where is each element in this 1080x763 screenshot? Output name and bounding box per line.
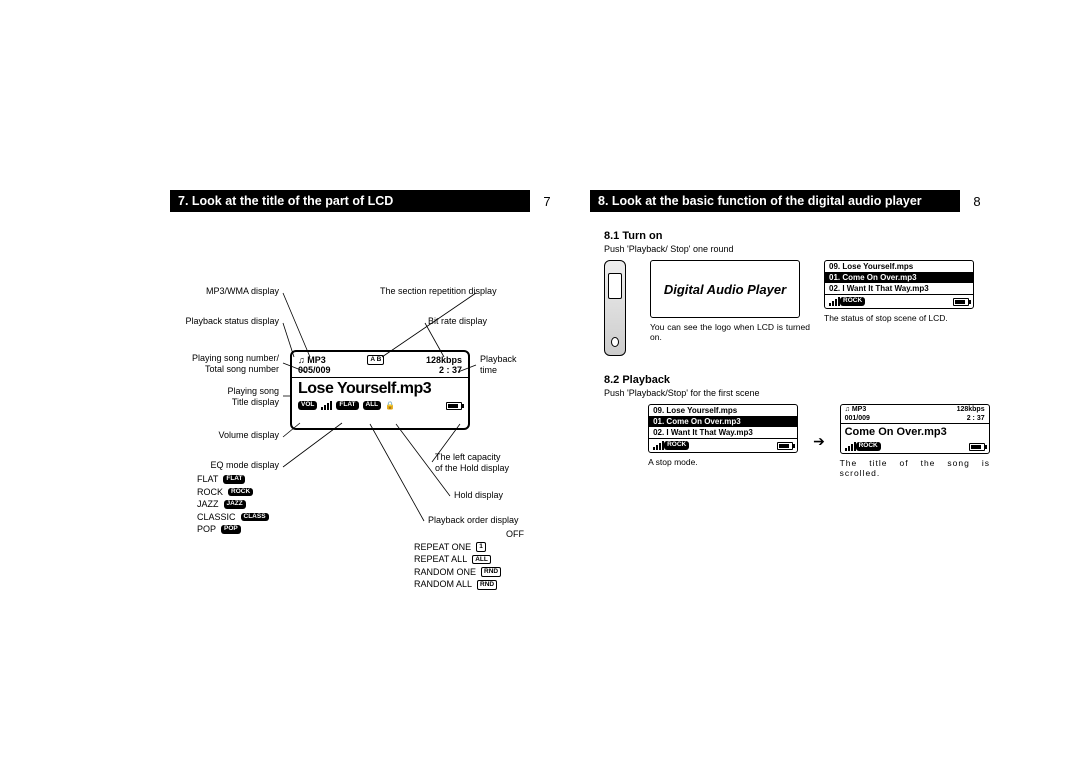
play-order-icon: ALL <box>363 401 382 410</box>
page-number-8: 8 <box>968 194 986 209</box>
play-order-list: OFF REPEAT ONE1 REPEAT ALLALL RANDOM ONE… <box>414 528 524 591</box>
lock-icon: 🔒 <box>385 401 395 410</box>
figure-row-8-2: 09. Lose Yourself.mps 01. Come On Over.m… <box>604 404 990 478</box>
order-item: REPEAT ONE1 <box>414 541 524 554</box>
logo-screen: Digital Audio Player <box>650 260 800 318</box>
subheading-8-2: 8.2 Playback <box>604 374 990 386</box>
eq-item: CLASSICCLASS <box>197 511 269 524</box>
volume-bars-icon <box>829 297 840 306</box>
callout-mp3: MP3/WMA display <box>164 286 279 297</box>
figure-stop-scene: 09. Lose Yourself.mps 01. Come On Over.m… <box>824 260 984 323</box>
caption-stopmode: A stop mode. <box>648 457 798 467</box>
battery-icon <box>953 298 969 306</box>
eq-item: ROCKROCK <box>197 486 269 499</box>
nowplaying-screen: ♫ MP3 128kbps 001/009 2 : 37 Come On Ove… <box>840 404 990 454</box>
eq-item: FLATFLAT <box>197 473 269 486</box>
eq-mode-icon: FLAT <box>336 401 358 410</box>
callout-eq: EQ mode display <box>164 460 279 471</box>
section-7-title: 7. Look at the title of the part of LCD <box>170 190 530 212</box>
order-item: REPEAT ALLALL <box>414 553 524 566</box>
lcd-screen: ♫ MP3 A B 128kbps 005/009 2 : 37 Lose Yo… <box>290 350 470 430</box>
volume-bars-icon <box>321 401 332 410</box>
caption-logo: You can see the logo when LCD is turned … <box>650 322 810 342</box>
callout-bitrate: Bit rate display <box>428 316 548 327</box>
callout-playtime: Playback time <box>480 354 550 377</box>
lcd-track-counter: 005/009 <box>298 365 331 375</box>
callout-capacity: The left capacity of the Hold display <box>435 452 555 475</box>
figure-row-8-1: Digital Audio Player You can see the log… <box>604 260 990 356</box>
header-row-right: 8. Look at the basic function of the dig… <box>590 190 990 212</box>
subheading-8-1: 8.1 Turn on <box>604 230 990 242</box>
eq-item: JAZZJAZZ <box>197 498 269 511</box>
lcd-format: ♫ MP3 <box>298 355 326 365</box>
nowplaying-title: Come On Over.mp3 <box>841 423 989 440</box>
volume-bars-icon <box>845 442 856 451</box>
figure-logo: Digital Audio Player You can see the log… <box>650 260 810 342</box>
header-row-left: 7. Look at the title of the part of LCD … <box>170 190 570 212</box>
callout-section-repeat: The section repetition display <box>380 286 540 297</box>
page-8: 8. Look at the basic function of the dig… <box>590 190 990 484</box>
eq-item: POPPOP <box>197 523 269 536</box>
list-item: 09. Lose Yourself.mps <box>825 261 973 272</box>
figure-stopmode: 09. Lose Yourself.mps 01. Come On Over.m… <box>648 404 798 467</box>
eq-mode-list: FLATFLAT ROCKROCK JAZZJAZZ CLASSICCLASS … <box>197 473 269 536</box>
section-8-title: 8. Look at the basic function of the dig… <box>590 190 960 212</box>
eq-mode-icon: ROCK <box>856 442 881 451</box>
battery-icon <box>777 442 793 450</box>
volume-bars-icon <box>653 441 664 450</box>
list-item: 02. I Want It That Way.mp3 <box>825 283 973 294</box>
list-item: 02. I Want It That Way.mp3 <box>649 427 797 438</box>
instruction-8-2: Push 'Playback/Stop' for the first scene <box>604 388 990 398</box>
callout-order: Playback order display <box>428 515 558 526</box>
eq-mode-icon: ROCK <box>664 441 689 450</box>
order-item: OFF <box>414 528 524 541</box>
lcd-bitrate: 128kbps <box>426 355 462 365</box>
callout-hold: Hold display <box>454 490 554 501</box>
stopmode-screen: 09. Lose Yourself.mps 01. Come On Over.m… <box>648 404 798 453</box>
callout-volume: Volume display <box>164 430 279 441</box>
figure-nowplaying: ♫ MP3 128kbps 001/009 2 : 37 Come On Ove… <box>840 404 990 478</box>
ab-repeat-icon: A B <box>367 355 384 365</box>
order-item: RANDOM ONERND <box>414 566 524 579</box>
arrow-icon: ➔ <box>812 433 825 450</box>
player-device-icon <box>604 260 626 356</box>
eq-mode-icon: ROCK <box>840 297 865 306</box>
caption-nowplaying: The title of the song is scrolled. <box>840 458 990 478</box>
battery-icon <box>969 443 985 451</box>
callout-playback-status: Playback status display <box>164 316 279 327</box>
list-item-selected: 01. Come On Over.mp3 <box>649 416 797 427</box>
page-number-7: 7 <box>538 194 556 209</box>
order-item: RANDOM ALLRND <box>414 578 524 591</box>
instruction-8-1: Push 'Playback/ Stop' one round <box>604 244 990 254</box>
callout-song-number: Playing song number/ Total song number <box>164 353 279 376</box>
list-item: 09. Lose Yourself.mps <box>649 405 797 416</box>
caption-stop-scene: The status of stop scene of LCD. <box>824 313 984 323</box>
volume-icon: VOL <box>298 401 317 410</box>
lcd-diagram: ♫ MP3 A B 128kbps 005/009 2 : 37 Lose Yo… <box>170 230 570 560</box>
battery-icon <box>446 402 462 410</box>
lcd-song-title: Lose Yourself.mp3 <box>292 378 468 400</box>
page-7: 7. Look at the title of the part of LCD … <box>170 190 570 560</box>
list-item-selected: 01. Come On Over.mp3 <box>825 272 973 283</box>
lcd-play-time: 2 : 37 <box>439 365 462 375</box>
stop-scene-screen: 09. Lose Yourself.mps 01. Come On Over.m… <box>824 260 974 309</box>
callout-title: Playing song Title display <box>164 386 279 409</box>
